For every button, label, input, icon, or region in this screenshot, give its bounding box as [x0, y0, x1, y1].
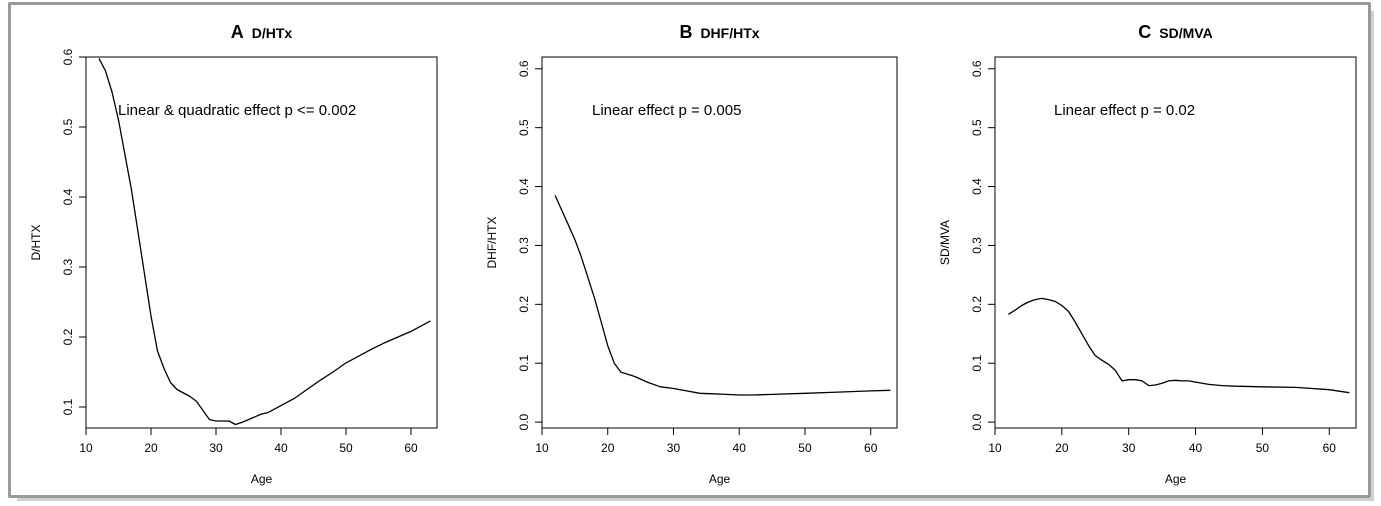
- x-tick-label: 30: [1122, 441, 1136, 455]
- x-tick-label: 20: [601, 441, 615, 455]
- y-tick-label: 0.5: [517, 119, 531, 136]
- panel-title-text: DHF/HTx: [700, 25, 759, 41]
- x-tick-label: 60: [864, 441, 878, 455]
- panel-c: C SD/MVA 10 20 30 40 50 60 0.0 0.1 0.2 0.3 0.4 0.5 0.6…: [938, 22, 1357, 486]
- y-tick-label: 0.2: [970, 296, 984, 313]
- figure-frame: [8, 2, 1374, 501]
- x-tick-label: 10: [535, 441, 549, 455]
- x-tick-label: 60: [404, 441, 418, 455]
- plot-box: [541, 56, 898, 429]
- series-line: [1008, 297, 1350, 394]
- x-tick-label: 20: [1055, 441, 1069, 455]
- panel-a: A D/HTx 10 20 30 40 50 60 0.1 0.2 0.3 0.4 0.5 0.6 Age D…: [29, 22, 438, 486]
- y-tick-label: 0.1: [970, 355, 984, 372]
- x-tick-label: 30: [209, 441, 223, 455]
- plot-box: [85, 56, 438, 429]
- panel-letter: B: [679, 22, 692, 42]
- y-tick-label: 0.6: [970, 60, 984, 77]
- x-tick-label: 20: [144, 441, 158, 455]
- panel-title: A D/HTx: [231, 22, 293, 42]
- panel-b: B DHF/HTx 10 20 30 40 50 60 0.0 0.1 0.2 0.3 0.4 0.5 0.…: [485, 22, 898, 486]
- y-axis-label: SD/MVA: [938, 220, 952, 265]
- series-line: [554, 195, 891, 396]
- significance-annotation: Linear & quadratic effect p <= 0.002: [118, 102, 356, 119]
- y-tick-label: 0.0: [970, 413, 984, 430]
- y-axis-label: DHF/HTX: [485, 217, 499, 269]
- frame-shadow-right: [1371, 11, 1374, 501]
- series-line: [98, 58, 431, 426]
- panel-title-text: D/HTx: [252, 25, 293, 41]
- x-tick-label: 10: [988, 441, 1002, 455]
- x-tick-label: 50: [1256, 441, 1270, 455]
- y-tick-label: 0.5: [61, 118, 75, 135]
- significance-annotation: Linear effect p = 0.005: [592, 102, 741, 119]
- x-axis-label: Age: [251, 472, 273, 486]
- x-tick-label: 40: [1189, 441, 1203, 455]
- x-axis-label: Age: [709, 472, 731, 486]
- y-tick-label: 0.3: [517, 237, 531, 254]
- x-tick-label: 50: [339, 441, 353, 455]
- y-tick-label: 0.2: [61, 328, 75, 345]
- y-tick-label: 0.4: [61, 188, 75, 205]
- panel-letter: A: [231, 22, 244, 42]
- x-tick-label: 40: [733, 441, 747, 455]
- x-tick-label: 30: [667, 441, 681, 455]
- y-tick-label: 0.0: [517, 413, 531, 430]
- y-axis-label: D/HTX: [29, 225, 43, 261]
- panel-title-text: SD/MVA: [1159, 25, 1212, 41]
- panel-title: C SD/MVA: [1138, 22, 1212, 42]
- y-tick-label: 0.4: [517, 178, 531, 195]
- y-tick-label: 0.3: [61, 258, 75, 275]
- y-tick-label: 0.5: [970, 119, 984, 136]
- y-tick-label: 0.1: [517, 355, 531, 372]
- panel-title: B DHF/HTx: [679, 22, 759, 42]
- x-tick-label: 10: [79, 441, 93, 455]
- y-tick-label: 0.6: [517, 60, 531, 77]
- x-tick-label: 40: [274, 441, 288, 455]
- x-axis-label: Age: [1165, 472, 1187, 486]
- y-tick-label: 0.1: [61, 398, 75, 415]
- y-tick-label: 0.2: [517, 296, 531, 313]
- plot-box: [994, 56, 1357, 429]
- significance-annotation: Linear effect p = 0.02: [1054, 102, 1195, 119]
- y-tick-label: 0.6: [61, 48, 75, 65]
- frame-shadow-bottom: [17, 498, 1374, 501]
- y-tick-label: 0.3: [970, 237, 984, 254]
- x-tick-label: 50: [798, 441, 812, 455]
- panel-letter: C: [1138, 22, 1151, 42]
- x-tick-label: 60: [1323, 441, 1337, 455]
- y-tick-label: 0.4: [970, 178, 984, 195]
